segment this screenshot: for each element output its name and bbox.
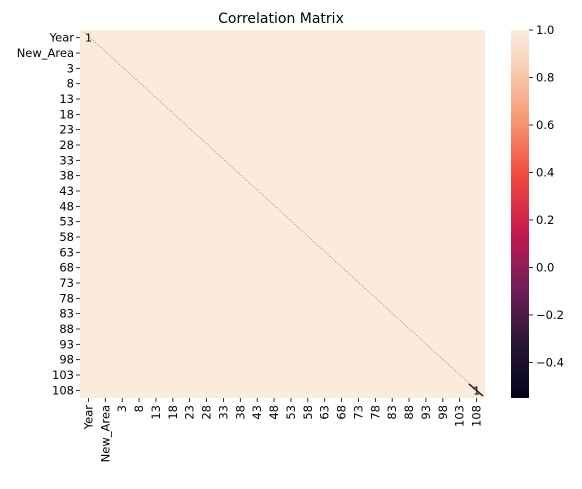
- y-tick-label: 33: [59, 153, 74, 167]
- x-tick-label: 8: [132, 405, 146, 412]
- y-tick-label: 58: [59, 230, 74, 244]
- colorbar-tick-label: −0.2: [536, 308, 564, 322]
- y-tick-label: 73: [59, 276, 74, 290]
- x-tick-label: 68: [335, 405, 349, 420]
- heatmap-area: 11: [80, 30, 485, 398]
- y-tick-label: 108: [52, 383, 74, 397]
- colorbar-ticks: 1.0 0.8 0.6 0.4 0.2 0.0 −0.2 −0.4: [529, 23, 564, 369]
- y-tick-label: 13: [59, 92, 74, 106]
- y-tick-label: 93: [59, 337, 74, 351]
- x-tick-label: 38: [233, 405, 247, 420]
- chart-title: Correlation Matrix: [218, 11, 344, 27]
- x-tick-label: 88: [402, 405, 416, 420]
- y-tick-label: 3: [67, 61, 74, 75]
- x-tick-label: Year: [81, 405, 95, 431]
- cell-annotation: 1: [473, 384, 480, 397]
- colorbar-tick-label: 1.0: [536, 23, 554, 37]
- x-tick-label: 3: [115, 405, 129, 412]
- x-tick-label: 23: [183, 405, 197, 420]
- y-tick-label: 83: [59, 307, 74, 321]
- x-tick-label: 18: [166, 405, 180, 420]
- y-tick-label: 103: [52, 368, 74, 382]
- colorbar-tick-label: 0.8: [536, 70, 554, 84]
- y-tick-label: 38: [59, 169, 74, 183]
- x-tick-label: 98: [436, 405, 450, 420]
- colorbar-gradient: [511, 30, 529, 398]
- y-tick-label: 48: [59, 199, 74, 213]
- x-tick-label: 58: [301, 405, 315, 420]
- colorbar-tick-label: 0.4: [536, 165, 554, 179]
- x-tick-label: 33: [216, 405, 230, 420]
- x-tick-label: 108: [470, 405, 484, 427]
- y-tick-label: New_Area: [17, 46, 74, 60]
- x-axis-ticks: Year New_Area 3 8 13 18 23 28 33 38 43 48 53 58 63 68 73…: [81, 398, 483, 462]
- x-tick-label: 93: [419, 405, 433, 420]
- x-tick-label: 103: [453, 405, 467, 427]
- y-tick-label: Year: [49, 31, 75, 45]
- y-tick-label: 43: [59, 184, 74, 198]
- colorbar-tick-label: −0.4: [536, 355, 564, 369]
- colorbar: 1.0 0.8 0.6 0.4 0.2 0.0 −0.2 −0.4: [511, 23, 564, 398]
- y-tick-label: 23: [59, 123, 74, 137]
- y-tick-label: 88: [59, 322, 74, 336]
- x-tick-label: 48: [267, 405, 281, 420]
- x-tick-label: 28: [200, 405, 214, 420]
- x-tick-label: 53: [284, 405, 298, 420]
- y-tick-label: 63: [59, 245, 74, 259]
- x-tick-label: 83: [385, 405, 399, 420]
- x-tick-label: 13: [149, 405, 163, 420]
- colorbar-tick-label: 0.0: [536, 260, 554, 274]
- colorbar-tick-label: 0.2: [536, 213, 554, 227]
- y-axis-ticks: YearNew_Area3813182328333843485358636873…: [17, 31, 80, 398]
- x-tick-label: 63: [318, 405, 332, 420]
- x-tick-label: 43: [250, 405, 264, 420]
- cell-annotation: 1: [85, 32, 92, 45]
- x-tick-label: 78: [368, 405, 382, 420]
- colorbar-tick-label: 0.6: [536, 118, 554, 132]
- y-tick-label: 8: [67, 77, 74, 91]
- y-tick-label: 18: [59, 107, 74, 121]
- y-tick-label: 28: [59, 138, 74, 152]
- y-tick-label: 53: [59, 215, 74, 229]
- y-tick-label: 98: [59, 353, 74, 367]
- y-tick-label: 78: [59, 291, 74, 305]
- x-tick-label: 73: [351, 405, 365, 420]
- x-tick-label: New_Area: [98, 405, 112, 462]
- y-tick-label: 68: [59, 261, 74, 275]
